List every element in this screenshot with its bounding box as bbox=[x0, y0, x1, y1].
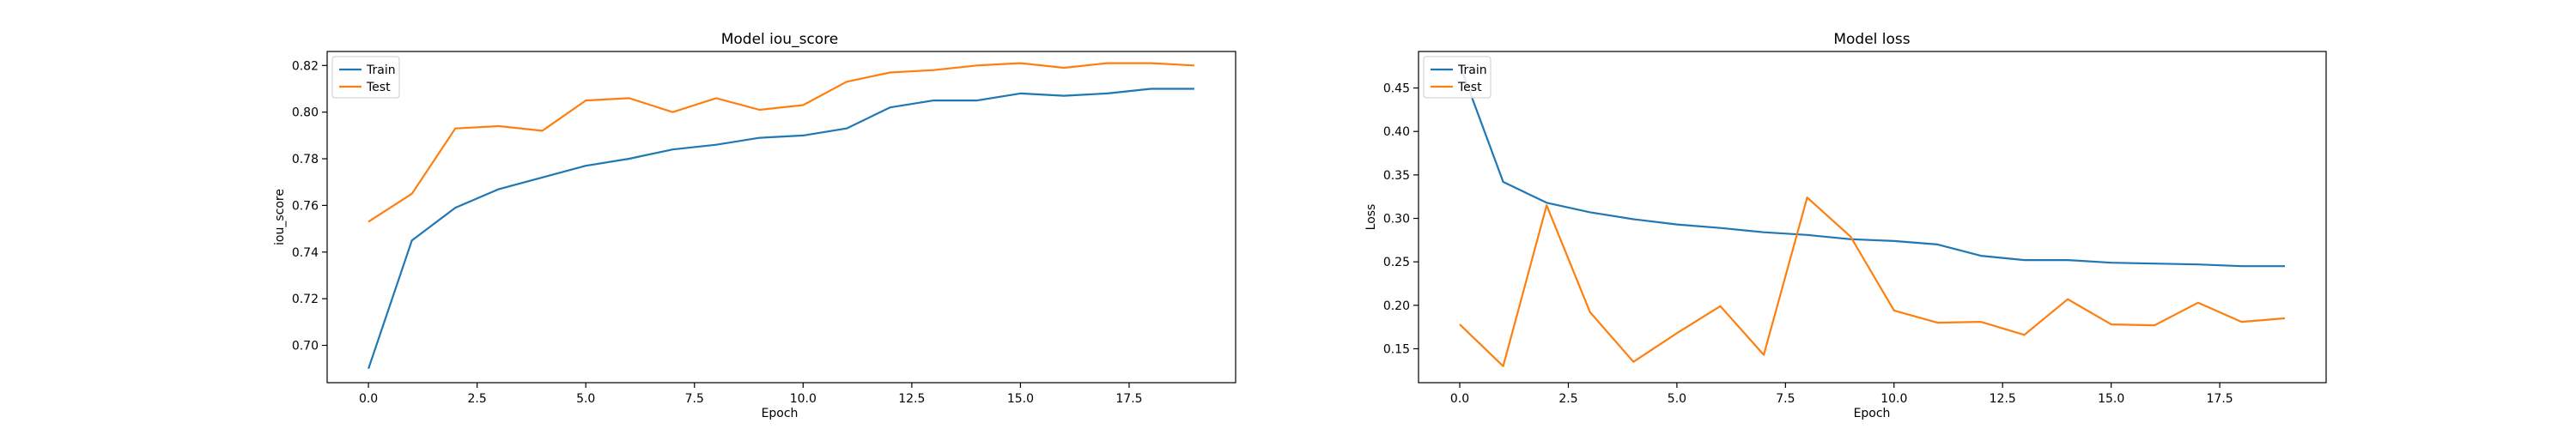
y-axis-label: iou_score bbox=[273, 189, 287, 245]
x-axis-label: Epoch bbox=[1854, 407, 1891, 420]
x-tick-label: 10.0 bbox=[790, 392, 817, 406]
x-tick-label: 10.0 bbox=[1880, 392, 1907, 406]
legend: Train Test bbox=[331, 56, 400, 99]
x-tick-label: 5.0 bbox=[576, 392, 595, 406]
x-tick-label: 12.5 bbox=[1990, 392, 2016, 406]
subplot-loss: Model loss Epoch Loss 0.0 2.5 5.0 7.5 10.0 12… bbox=[1364, 31, 2327, 420]
y-tick-label: 0.72 bbox=[292, 293, 319, 306]
y-tick-label: 0.15 bbox=[1383, 342, 1410, 356]
series-line-test bbox=[368, 62, 1194, 223]
series-line-test bbox=[1459, 196, 2286, 367]
x-tick-label: 7.5 bbox=[1776, 392, 1795, 406]
x-tick-label: 5.0 bbox=[1668, 392, 1686, 406]
x-axis-label: Epoch bbox=[762, 407, 799, 420]
x-tick-label: 2.5 bbox=[1558, 392, 1577, 406]
x-tick-label: 0.0 bbox=[359, 392, 378, 406]
y-tick-label: 0.45 bbox=[1383, 82, 1410, 96]
y-tick-label: 0.82 bbox=[292, 59, 319, 73]
legend: Train Test bbox=[1423, 56, 1492, 99]
y-tick-label: 0.20 bbox=[1383, 299, 1410, 313]
y-tick-label: 0.80 bbox=[292, 106, 319, 120]
subplot-iou-score: Model iou_score Epoch iou_score 0.0 2.5 5.… bbox=[273, 31, 1236, 420]
x-tick-label: 2.5 bbox=[468, 392, 487, 406]
legend-label: Test bbox=[366, 81, 391, 94]
chart-title: Model loss bbox=[1833, 31, 1910, 48]
y-tick-label: 0.25 bbox=[1383, 256, 1410, 269]
y-tick-label: 0.40 bbox=[1383, 125, 1410, 139]
y-axis-label: Loss bbox=[1364, 204, 1378, 231]
y-tick-label: 0.78 bbox=[292, 153, 319, 166]
plot-frame bbox=[1418, 51, 2327, 384]
series-line-train bbox=[1458, 63, 2285, 268]
plot-lines bbox=[368, 62, 1194, 370]
plot-lines bbox=[1458, 63, 2286, 367]
x-tick-label: 17.5 bbox=[1115, 392, 1142, 406]
y-tick-label: 0.74 bbox=[292, 246, 319, 260]
y-tick-label: 0.76 bbox=[292, 199, 319, 213]
x-tick-label: 12.5 bbox=[898, 392, 925, 406]
series-line-train bbox=[368, 88, 1194, 370]
x-ticks: 0.0 2.5 5.0 7.5 10.0 12.5 15.0 17.5 bbox=[1450, 383, 2233, 406]
y-ticks: 0.70 0.72 0.74 0.76 0.78 0.80 0.82 bbox=[292, 59, 327, 353]
y-tick-label: 0.35 bbox=[1383, 169, 1410, 183]
y-tick-label: 0.70 bbox=[292, 340, 319, 353]
legend-label: Train bbox=[366, 63, 396, 77]
chart-title: Model iou_score bbox=[721, 31, 839, 48]
x-ticks: 0.0 2.5 5.0 7.5 10.0 12.5 15.0 17.5 bbox=[359, 383, 1143, 406]
x-tick-label: 15.0 bbox=[1007, 392, 1034, 406]
x-tick-label: 17.5 bbox=[2207, 392, 2233, 406]
x-tick-label: 7.5 bbox=[685, 392, 704, 406]
legend-label: Train bbox=[1457, 63, 1487, 77]
plot-frame bbox=[326, 51, 1236, 384]
y-ticks: 0.15 0.20 0.25 0.30 0.35 0.40 0.45 bbox=[1383, 82, 1419, 356]
y-tick-label: 0.30 bbox=[1383, 213, 1410, 227]
x-tick-label: 0.0 bbox=[1450, 392, 1469, 406]
x-tick-label: 15.0 bbox=[2098, 392, 2124, 406]
legend-label: Test bbox=[1457, 81, 1482, 94]
